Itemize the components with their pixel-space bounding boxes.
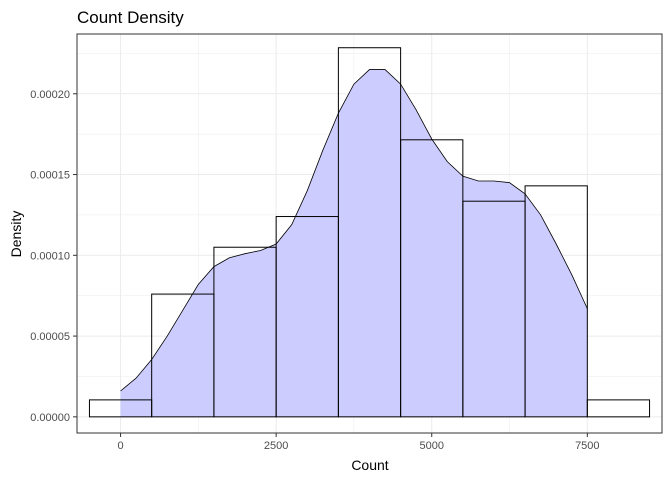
- x-tick-label: 7500: [575, 440, 599, 452]
- x-tick-label: 0: [118, 440, 124, 452]
- y-tick-label: 0.00000: [30, 412, 70, 424]
- y-axis: 0.00000 0.00005 0.00010 0.00015 0.00020: [30, 89, 77, 424]
- x-axis-title: Count: [351, 457, 388, 473]
- y-tick-label: 0.00015: [30, 170, 70, 182]
- y-tick-label: 0.00010: [30, 250, 70, 262]
- density-line: [120, 69, 588, 392]
- panel-border: [76, 33, 663, 434]
- chart-title: Count Density: [77, 8, 184, 27]
- density-curve-layer: [120, 69, 588, 417]
- density-area: [120, 69, 588, 417]
- x-tick-label: 2500: [264, 440, 288, 452]
- histogram-bars: [88, 47, 651, 418]
- x-tick-label: 5000: [419, 440, 443, 452]
- histogram-bar: [524, 185, 588, 418]
- y-axis-title: Density: [8, 211, 24, 258]
- x-axis: 0 2500 5000 7500: [118, 433, 600, 452]
- y-tick-label: 0.00005: [30, 331, 70, 343]
- histogram-bar: [586, 399, 651, 418]
- plot-panel: [76, 33, 663, 434]
- y-tick-label: 0.00020: [30, 89, 70, 101]
